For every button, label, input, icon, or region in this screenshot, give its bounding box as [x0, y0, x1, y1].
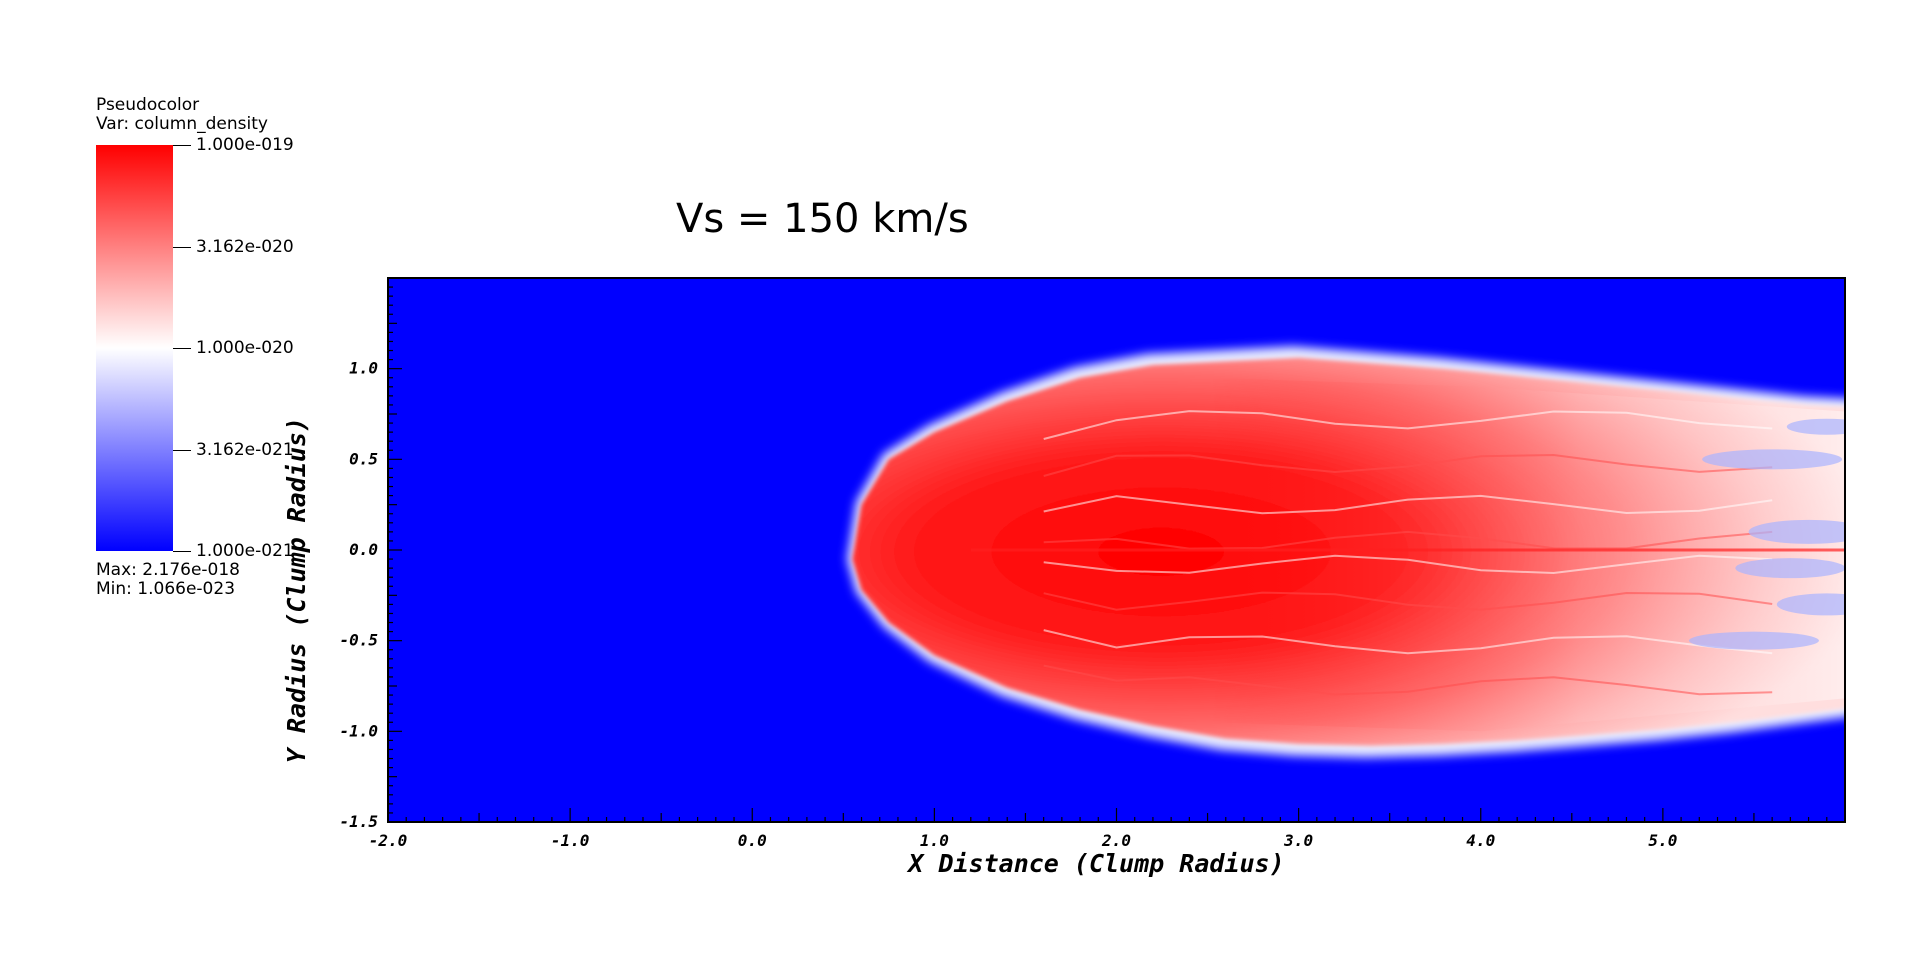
x-tick-label: -2.0 [369, 831, 408, 850]
x-tick-label: 2.0 [1101, 831, 1131, 850]
colorbar-tick-label: 1.000e-020 [196, 338, 294, 358]
colorbar [96, 145, 173, 551]
plot-title: Vs = 150 km/s [676, 196, 969, 242]
colorbar-tick [173, 551, 191, 552]
filament-streak [1043, 494, 1773, 515]
colorbar-tick [173, 145, 191, 146]
filament-streak [1043, 410, 1773, 440]
filament-streak [1043, 664, 1773, 696]
filament-streak [1043, 591, 1773, 611]
filament-streak [1043, 629, 1773, 655]
tail-pocket [1786, 418, 1845, 435]
y-axis-label: Y Radius (Clump Radius) [282, 417, 311, 763]
colorbar-tick-label: 1.000e-019 [196, 135, 294, 155]
x-tick-label: 5.0 [1648, 831, 1677, 850]
filament-streaks [970, 410, 1845, 696]
tail-pocket [1688, 631, 1819, 650]
legend-min: Min: 1.066e-023 [96, 579, 236, 599]
x-tick-label: -1.0 [551, 831, 590, 850]
colorbar-tick-label: 3.162e-020 [196, 236, 294, 257]
colorbar-tick-label: 3.162e-021 [196, 439, 294, 460]
x-tick-label: 4.0 [1466, 831, 1495, 850]
x-tick-label: 3.0 [1283, 831, 1313, 850]
x-tick-label: 0.0 [738, 831, 767, 850]
tail-pockets [1688, 418, 1845, 650]
colorbar-tick [173, 449, 191, 451]
x-tick-label: 1.0 [920, 831, 949, 850]
legend-variable: Var: column_density [96, 114, 268, 134]
x-axis-label: X Distance (Clump Radius) [906, 849, 1284, 878]
filament-streak [1043, 554, 1773, 575]
y-tick-label: 0.5 [349, 449, 378, 468]
tail-pocket [1735, 558, 1845, 579]
y-tick-label: 1.0 [349, 359, 378, 378]
legend-title: Pseudocolor [96, 95, 200, 115]
filament-streak [1043, 453, 1773, 477]
y-tick-label: 0.0 [349, 540, 378, 559]
filament-streak [1043, 530, 1773, 550]
y-tick-label: -1.5 [339, 812, 378, 831]
tail-pocket [1748, 519, 1845, 544]
y-axis: 1.0 0.5 0.0 -0.5 -1.0 -1.5 [339, 277, 402, 831]
x-axis: -2.0 -1.0 0.0 1.0 2.0 3.0 4.0 5.0 [369, 808, 1846, 850]
colorbar-tick-label: 1.000e-021 [196, 541, 294, 561]
legend-max: Max: 2.176e-018 [96, 560, 240, 580]
colorbar-tick [173, 348, 191, 349]
tail-pocket [1702, 449, 1843, 470]
y-tick-label: -1.0 [339, 721, 378, 740]
y-tick-label: -0.5 [339, 631, 378, 650]
colorbar-tick [173, 246, 191, 248]
tail-pocket [1776, 593, 1845, 616]
